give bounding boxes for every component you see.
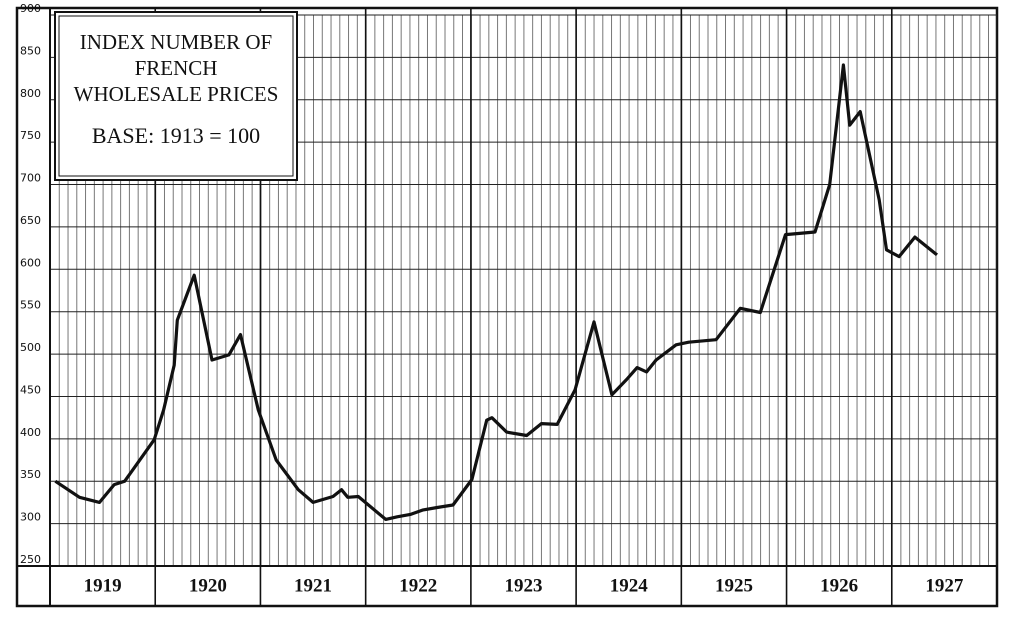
y-tick-label: 350	[20, 468, 41, 481]
x-tick-label: 1919	[84, 575, 122, 596]
price-line	[54, 63, 939, 521]
x-tick-label: 1922	[399, 575, 437, 596]
x-tick-label: 1921	[294, 575, 332, 596]
y-tick-label: 450	[20, 383, 41, 396]
y-tick-label: 800	[20, 87, 41, 100]
x-tick-label: 1926	[820, 575, 858, 596]
y-tick-label: 500	[20, 341, 41, 354]
title-box-inner	[58, 15, 294, 177]
subtitle: BASE: 1913 = 100	[92, 123, 260, 148]
title-line: INDEX NUMBER OF	[80, 30, 273, 54]
y-tick-label: 900	[20, 2, 41, 15]
y-tick-label: 300	[20, 511, 41, 524]
y-tick-label: 600	[20, 256, 41, 269]
y-tick-label: 400	[20, 426, 41, 439]
y-tick-label: 750	[20, 129, 41, 142]
title-line: FRENCH	[135, 56, 218, 80]
y-tick-label: 650	[20, 214, 41, 227]
series	[54, 63, 939, 521]
y-tick-label: 250	[20, 553, 41, 566]
x-tick-label: 1925	[715, 575, 753, 596]
x-tick-label: 1923	[505, 575, 543, 596]
y-tick-label: 700	[20, 172, 41, 185]
x-tick-label: 1927	[925, 575, 964, 596]
title-box	[54, 11, 298, 181]
title-line: WHOLESALE PRICES	[74, 82, 279, 106]
x-tick-label: 1920	[189, 575, 227, 596]
y-tick-label: 550	[20, 299, 41, 312]
x-tick-label: 1924	[610, 575, 649, 596]
y-tick-label: 850	[20, 44, 41, 57]
